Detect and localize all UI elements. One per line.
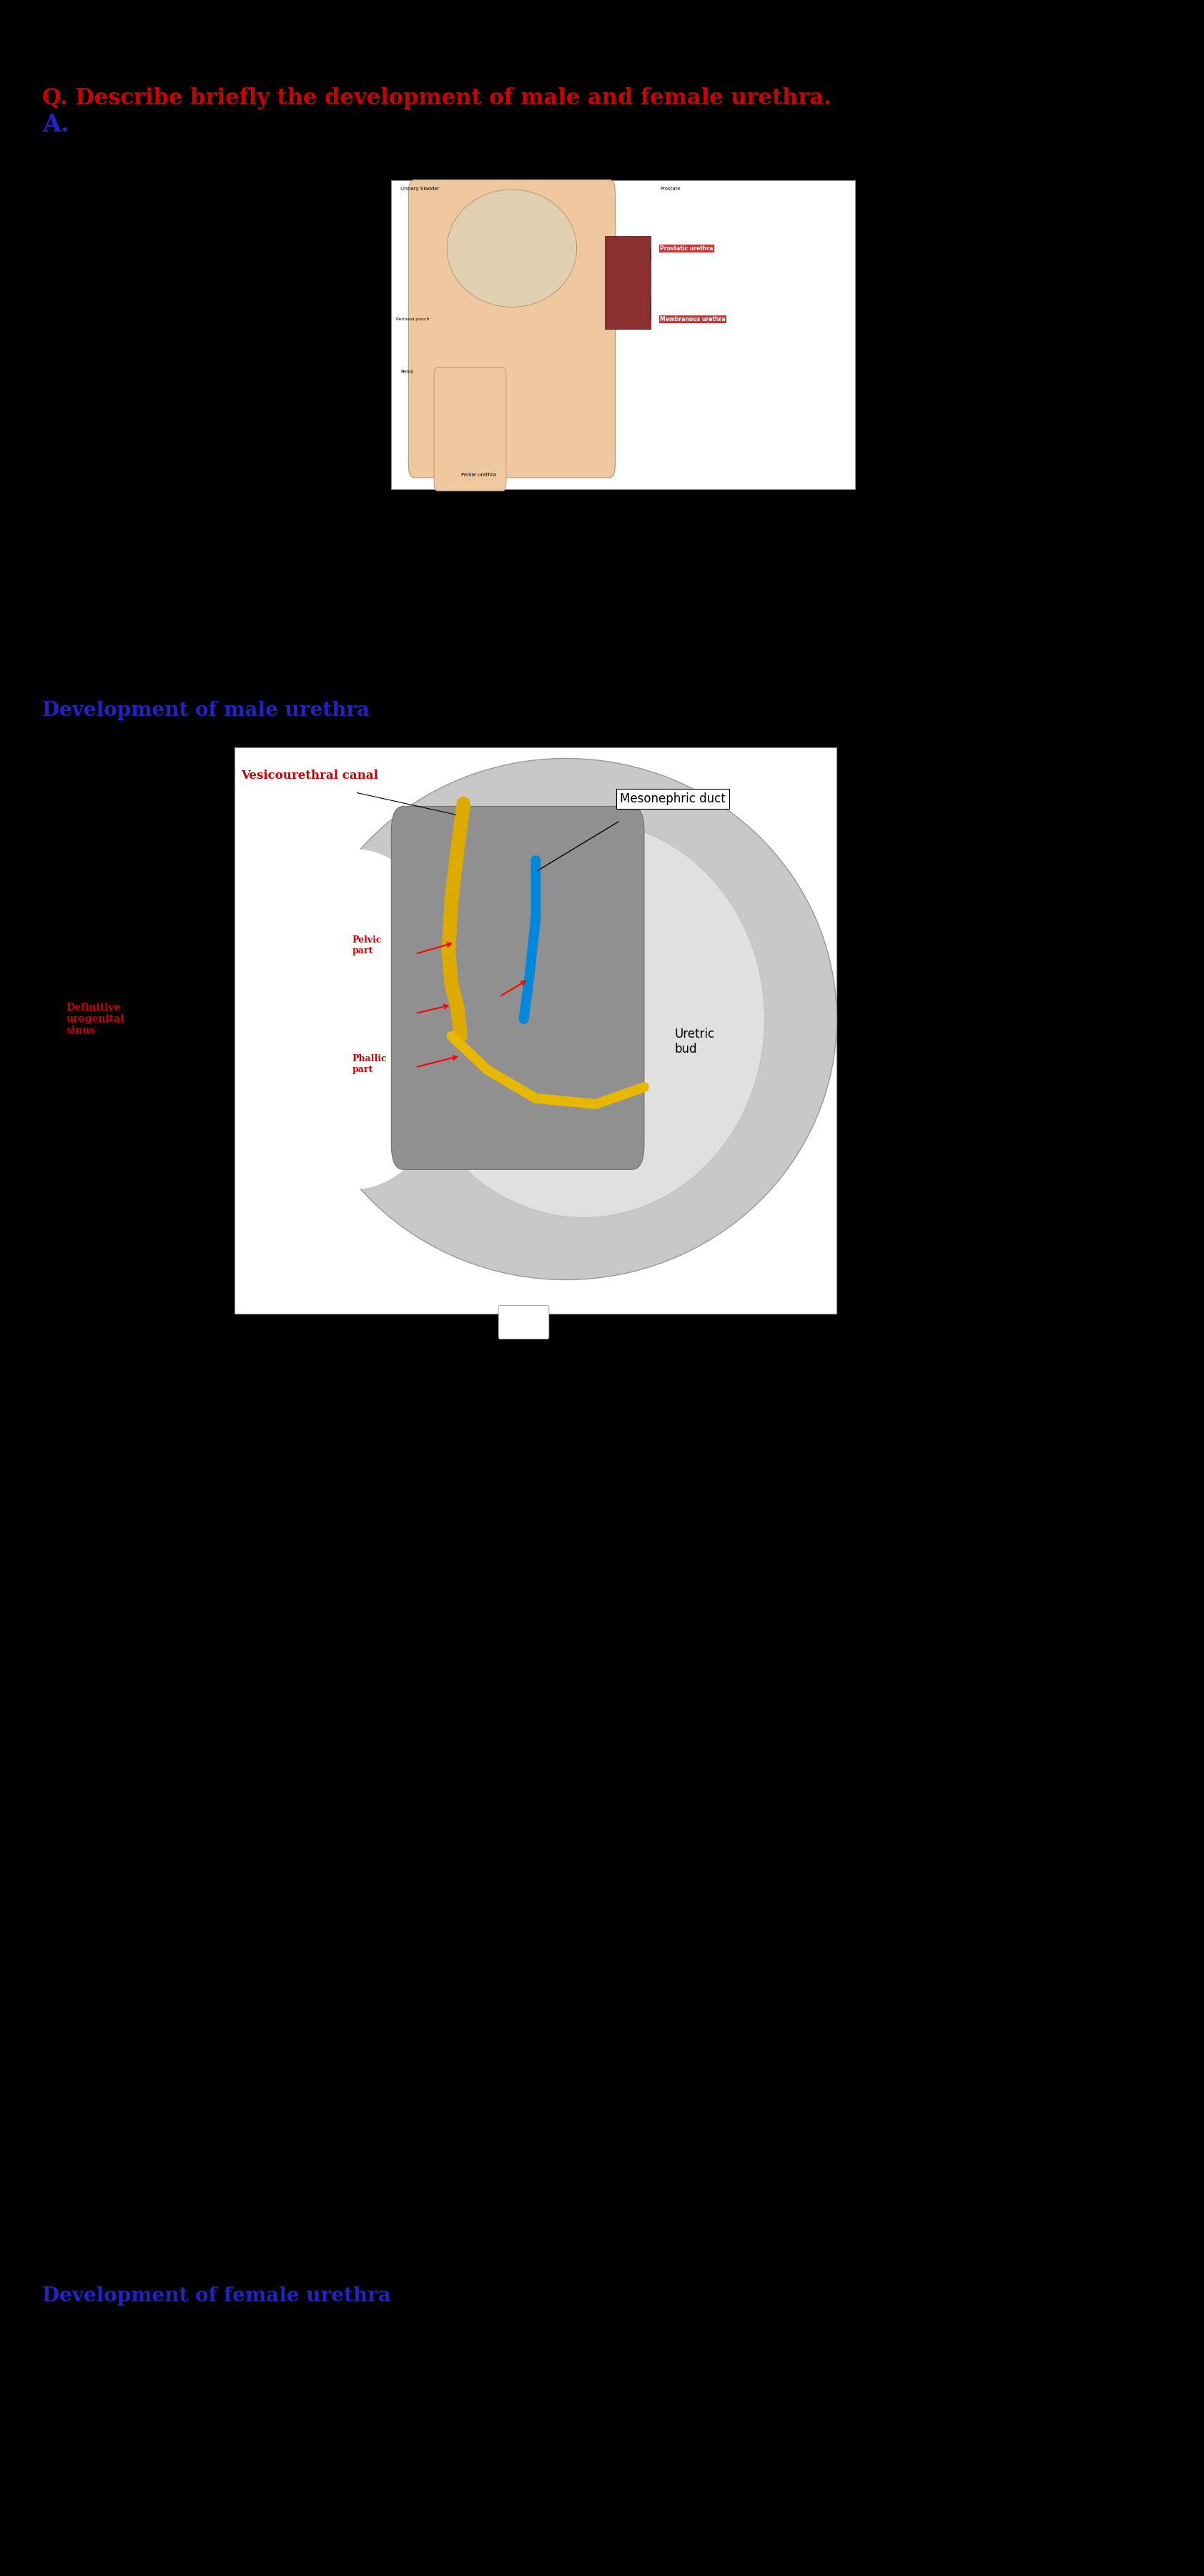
Text: Development of male urethra: Development of male urethra <box>42 701 370 719</box>
Text: Urinary bladder: Urinary bladder <box>401 185 439 191</box>
Text: Membranous urethra: Membranous urethra <box>660 317 726 322</box>
Text: Perineal pouch: Perineal pouch <box>396 317 429 322</box>
Text: ▼: ▼ <box>520 1332 527 1337</box>
Text: Development of female urethra: Development of female urethra <box>42 2287 391 2306</box>
Bar <box>235 747 837 1314</box>
Bar <box>604 237 651 330</box>
Text: Phallic
part: Phallic part <box>352 1054 386 1074</box>
Text: Pelvic
part: Pelvic part <box>352 935 382 956</box>
Text: Vesicourethral canal: Vesicourethral canal <box>241 770 378 783</box>
Text: Penile urethra: Penile urethra <box>461 474 496 477</box>
Text: Definitive
urogenital
sinus: Definitive urogenital sinus <box>66 1002 124 1036</box>
Text: Mesonephric duct: Mesonephric duct <box>620 793 726 806</box>
Ellipse shape <box>447 191 577 307</box>
FancyBboxPatch shape <box>391 806 644 1170</box>
Text: Prostatic urethra: Prostatic urethra <box>660 245 713 252</box>
FancyBboxPatch shape <box>408 180 615 477</box>
Text: Uretric
bud: Uretric bud <box>674 1028 714 1056</box>
Ellipse shape <box>403 822 765 1218</box>
Ellipse shape <box>250 850 461 1190</box>
FancyBboxPatch shape <box>435 368 506 492</box>
Text: A.: A. <box>42 113 69 137</box>
Text: Prostate: Prostate <box>660 185 680 191</box>
Bar <box>391 180 855 489</box>
Text: Penis: Penis <box>401 371 414 374</box>
Ellipse shape <box>295 757 837 1280</box>
Text: Q. Describe briefly the development of male and female urethra.: Q. Describe briefly the development of m… <box>42 88 831 111</box>
FancyBboxPatch shape <box>498 1306 549 1340</box>
